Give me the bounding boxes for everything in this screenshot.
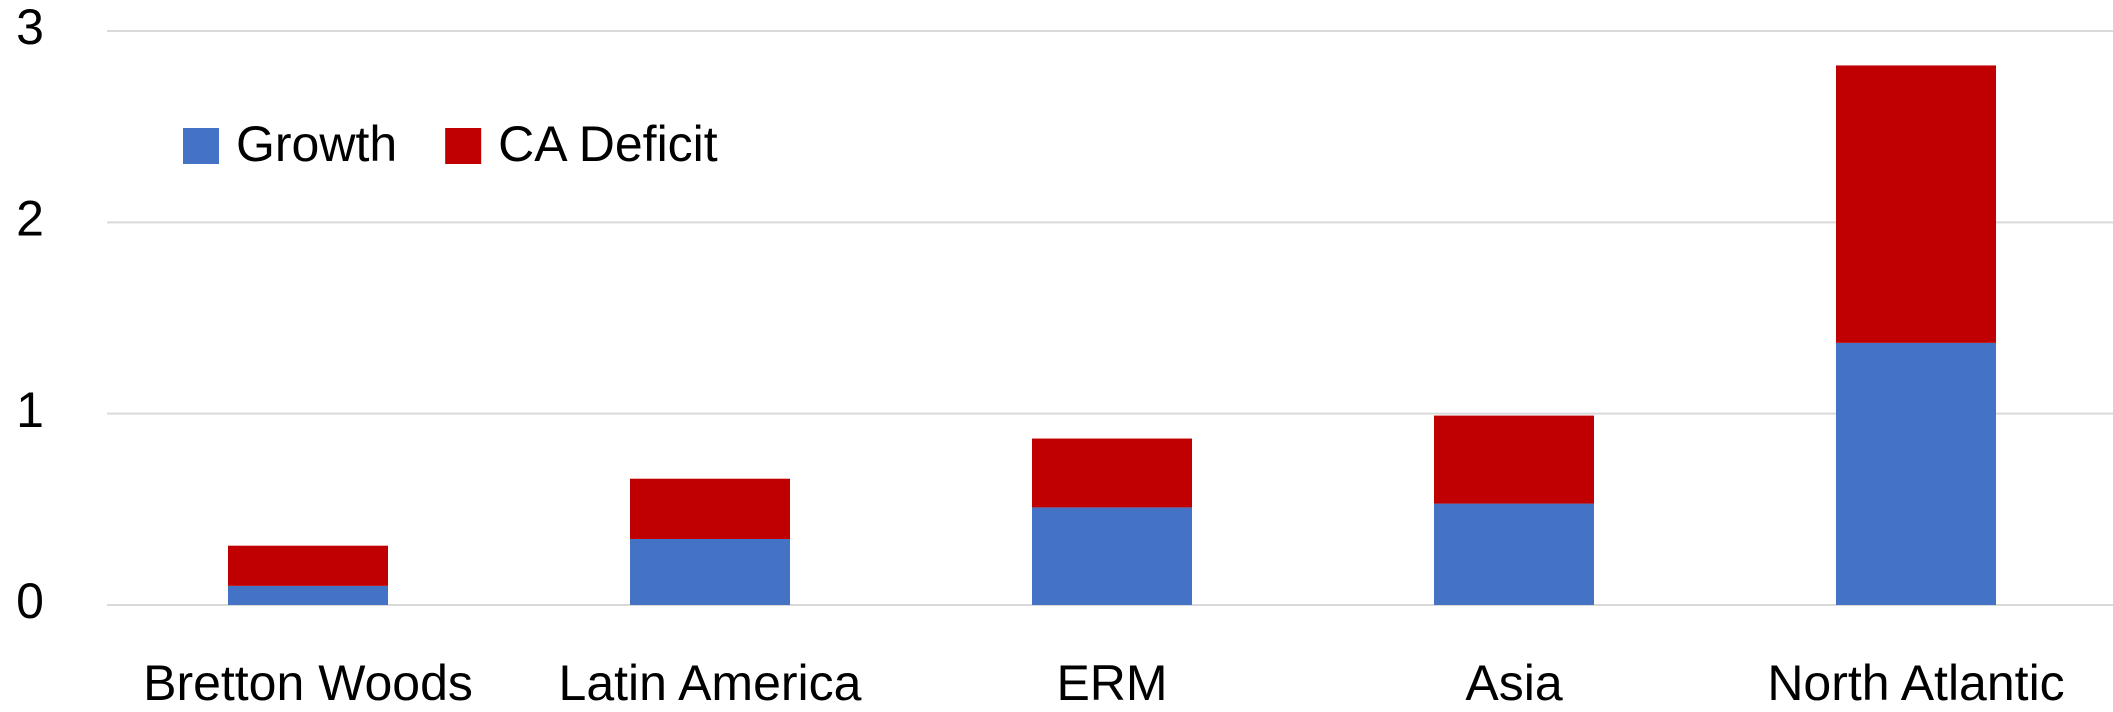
x-tick-label: Latin America	[559, 655, 862, 711]
legend-swatch	[183, 128, 219, 164]
bar-segment	[1032, 507, 1192, 605]
legend-label: Growth	[236, 116, 397, 172]
x-tick-label: ERM	[1056, 655, 1167, 711]
bar-segment	[228, 585, 388, 605]
bar-segment	[630, 478, 790, 539]
bar-segment	[228, 545, 388, 586]
bar-segment	[1434, 503, 1594, 605]
bar-segment	[1032, 438, 1192, 508]
bar-segment	[1836, 342, 1996, 605]
bar-segment	[1434, 415, 1594, 504]
y-tick-label: 2	[16, 191, 44, 247]
x-tick-label: Bretton Woods	[143, 655, 473, 711]
y-tick-label: 0	[16, 573, 44, 629]
bar-segment	[1836, 65, 1996, 343]
x-tick-label: Asia	[1465, 655, 1562, 711]
legend-swatch	[445, 128, 482, 164]
bar-segment	[630, 538, 790, 605]
y-tick-label: 3	[16, 0, 44, 55]
legend-label: CA Deficit	[498, 116, 718, 172]
x-tick-label: North Atlantic	[1767, 655, 2064, 711]
y-tick-label: 1	[16, 382, 44, 438]
